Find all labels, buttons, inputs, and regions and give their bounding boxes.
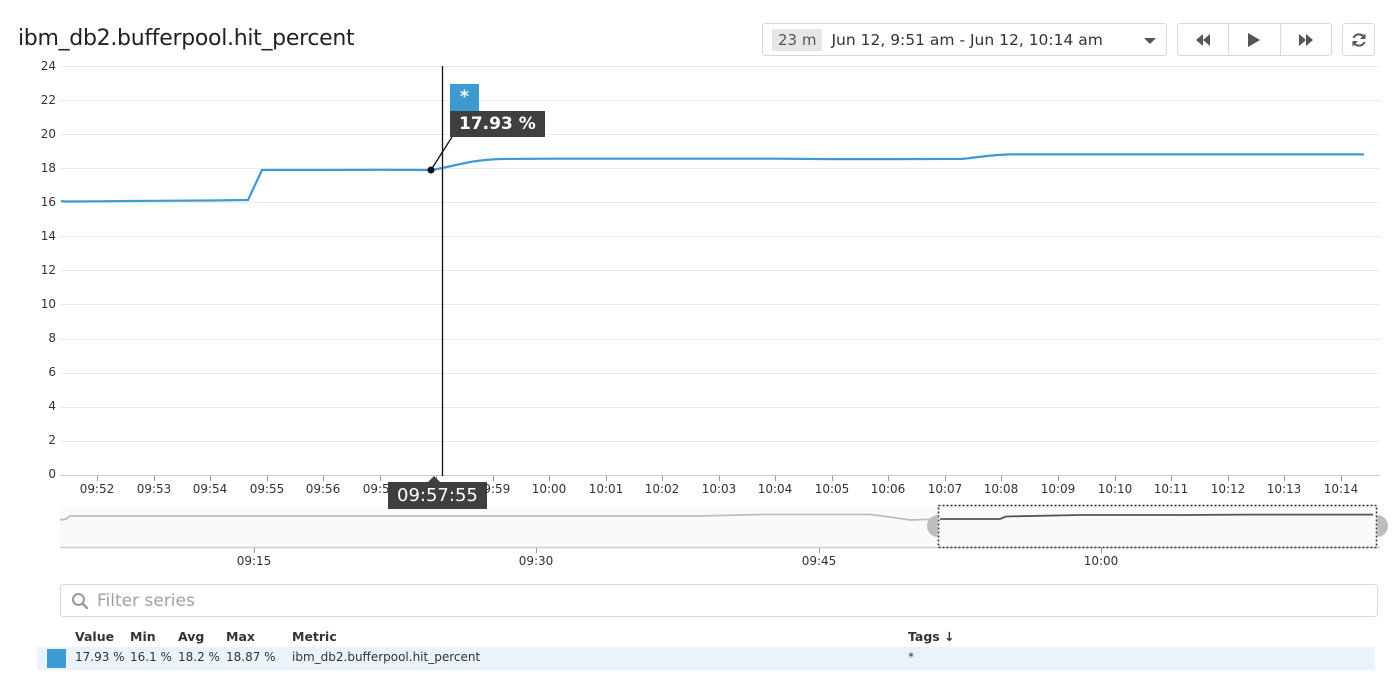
legend-tags: * (908, 650, 914, 664)
legend-max: 18.87 % (226, 650, 276, 664)
x-tick-label: 10:12 (1210, 482, 1246, 496)
tooltip-series-label: * (450, 84, 479, 111)
legend-row[interactable] (37, 647, 1375, 670)
legend-min: 16.1 % (130, 650, 172, 664)
legend-metric: ibm_db2.bufferpool.hit_percent (292, 650, 481, 664)
x-tick-label: 10:10 (1097, 482, 1133, 496)
y-tick-label: 4 (48, 399, 56, 413)
play-icon (1248, 32, 1261, 47)
x-tick-label: 10:00 (531, 482, 567, 496)
x-tick-label: 10:04 (757, 482, 793, 496)
column-header-value[interactable]: Value (75, 629, 115, 644)
chevron-down-icon (1144, 38, 1156, 44)
y-tick-label: 12 (40, 263, 56, 277)
series-color-swatch (47, 649, 66, 668)
x-tick-label: 10:02 (644, 482, 680, 496)
time-range-picker[interactable]: 23 m Jun 12, 9:51 am - Jun 12, 10:14 am (762, 23, 1167, 56)
fast-backward-icon (1196, 33, 1211, 46)
filter-series-field[interactable] (60, 584, 1378, 617)
x-tick-label: 09:52 (79, 482, 115, 496)
x-tick-label: 10:03 (701, 482, 737, 496)
column-header-metric[interactable]: Metric (292, 629, 337, 644)
navigator-tick-label: 09:45 (801, 554, 837, 568)
time-range-label: Jun 12, 9:51 am - Jun 12, 10:14 am (831, 30, 1103, 49)
fast-forward-icon (1298, 33, 1313, 46)
navigator-line (59, 513, 939, 521)
column-header-min[interactable]: Min (130, 629, 156, 644)
y-tick-label: 6 (48, 365, 56, 379)
x-tick-label: 10:13 (1266, 482, 1302, 496)
y-tick-label: 16 (40, 195, 56, 209)
x-tick-label: 10:14 (1323, 482, 1359, 496)
page-title: ibm_db2.bufferpool.hit_percent (18, 26, 355, 51)
x-tick-label: 10:05 (814, 482, 850, 496)
x-tick-label: 10:09 (1040, 482, 1076, 496)
x-tick-label: 09:56 (305, 482, 341, 496)
series-line (60, 153, 1364, 203)
navigator-handle-right (1377, 515, 1388, 537)
navigator-selected-line (940, 513, 1373, 520)
chart-canvas (59, 66, 1388, 553)
navigator-tick-label: 09:15 (236, 554, 272, 568)
x-tick-label: 09:55 (249, 482, 285, 496)
tooltip-pointer (430, 136, 453, 171)
legend-value: 17.93 % (75, 650, 125, 664)
x-tick-label: 09:54 (192, 482, 228, 496)
y-tick-label: 10 (40, 297, 56, 311)
y-tick-label: 8 (48, 331, 56, 345)
x-tick-label: 10:11 (1153, 482, 1189, 496)
x-tick-label: 10:01 (588, 482, 624, 496)
y-tick-label: 18 (40, 161, 56, 175)
timeseries-chart[interactable]: 24 22 20 18 16 14 12 10 8 6 4 2 0 09:52 … (0, 0, 1400, 580)
step-forward-button[interactable] (1281, 24, 1331, 55)
tooltip-value: 17.93 % (450, 111, 545, 137)
playback-controls (1177, 23, 1332, 56)
navigator-tick-label: 10:00 (1083, 554, 1119, 568)
y-tick-label: 0 (48, 467, 56, 481)
duration-badge: 23 m (772, 28, 823, 51)
y-tick-label: 20 (40, 127, 56, 141)
navigator-handle-left (927, 515, 938, 537)
y-tick-label: 14 (40, 229, 56, 243)
tooltip-time: 09:57:55 (388, 476, 487, 509)
search-icon (72, 592, 89, 609)
legend-avg: 18.2 % (178, 650, 220, 664)
y-tick-label: 2 (48, 433, 56, 447)
column-header-max[interactable]: Max (226, 629, 255, 644)
column-header-avg[interactable]: Avg (178, 629, 205, 644)
column-header-tags[interactable]: Tags ↓ (908, 629, 955, 644)
refresh-button[interactable] (1342, 23, 1375, 56)
x-tick-label: 10:06 (870, 482, 906, 496)
navigator-bg (60, 505, 1380, 547)
hover-point (427, 166, 435, 174)
filter-series-input[interactable] (97, 590, 1297, 611)
navigator-tick-label: 09:30 (518, 554, 554, 568)
y-tick-label: 22 (40, 93, 56, 107)
play-button[interactable] (1229, 24, 1281, 55)
refresh-icon (1352, 32, 1365, 47)
x-tick-label: 10:07 (927, 482, 963, 496)
gridlines (60, 66, 1380, 442)
step-back-button[interactable] (1178, 24, 1230, 55)
y-tick-label: 24 (40, 59, 56, 73)
x-tick-label: 10:08 (983, 482, 1019, 496)
x-tick-label: 09:53 (136, 482, 172, 496)
